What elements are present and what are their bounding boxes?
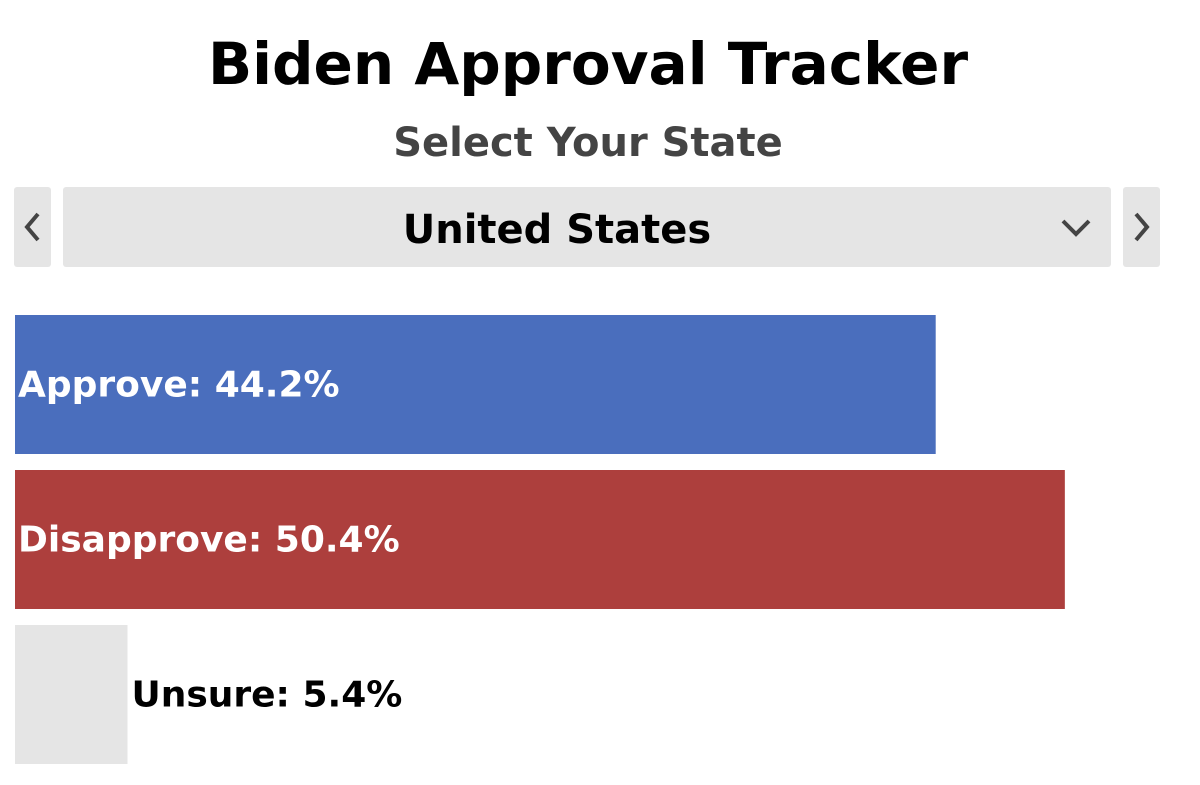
bar-label: Approve: 44.2% — [18, 365, 340, 406]
bar — [15, 625, 128, 764]
state-select-bg[interactable] — [63, 187, 1111, 267]
next-button[interactable] — [1123, 187, 1160, 267]
subtitle: Select Your State — [393, 120, 783, 166]
state-select-value[interactable]: United States — [403, 207, 711, 253]
prev-button-bg[interactable] — [14, 187, 51, 267]
next-button-bg[interactable] — [1123, 187, 1160, 267]
title: Biden Approval Tracker — [208, 30, 968, 98]
bar-label: Disapprove: 50.4% — [18, 520, 400, 561]
dropdown-icon[interactable] — [1061, 219, 1091, 237]
prev-button[interactable] — [14, 187, 51, 267]
bar — [15, 315, 936, 454]
next-icon[interactable] — [1134, 212, 1150, 242]
bar-label: Unsure: 5.4% — [131, 675, 402, 716]
bar — [15, 470, 1065, 609]
prev-icon[interactable] — [24, 212, 40, 242]
bars: Approve: 44.2% Disapprove: 50.4% Unsure: 5… — [15, 315, 1065, 764]
state-select[interactable]: United States — [63, 187, 1111, 267]
